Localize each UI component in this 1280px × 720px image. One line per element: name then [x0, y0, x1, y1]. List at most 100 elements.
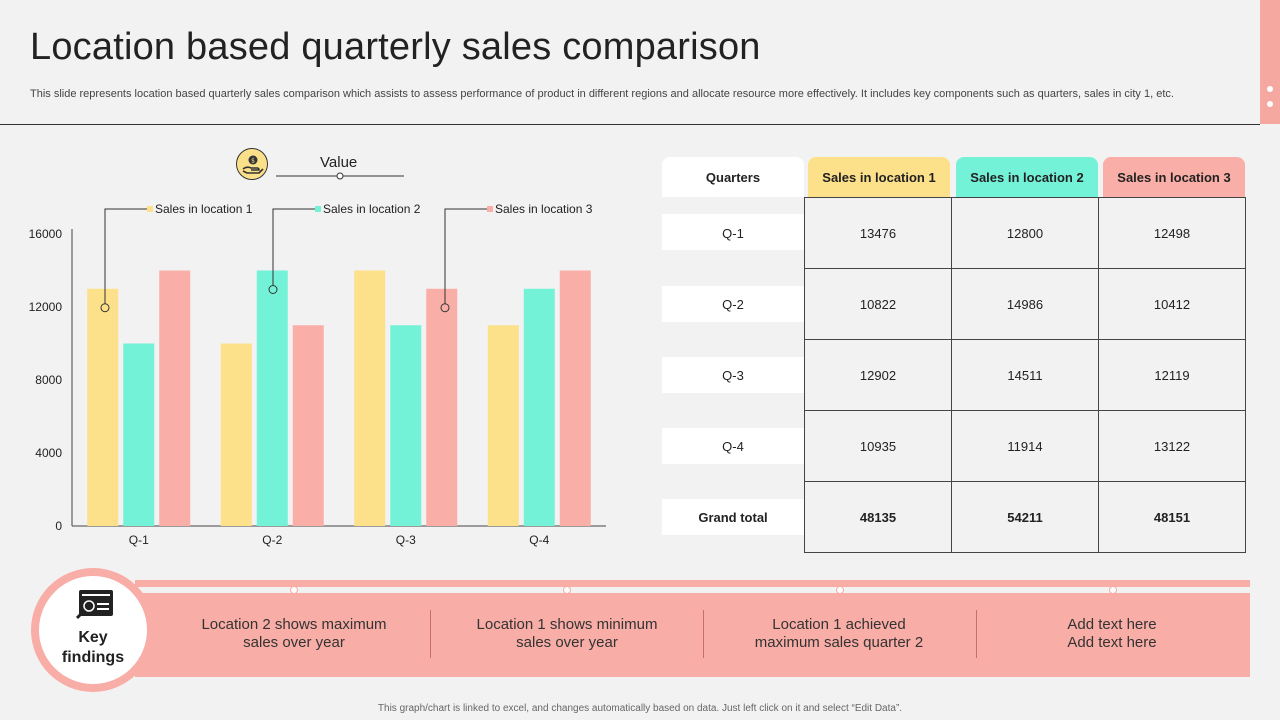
bar-q-3-series-2 [390, 325, 422, 526]
bar-q-1-series-2 [123, 343, 155, 526]
legend-callout-line [272, 208, 315, 290]
finding-2-line2: sales over year [516, 634, 618, 651]
sales-bar-chart: 0 4000 8000 12000 16000 Q-1 Q-2 Q-3 Q-4 Sales in … [29, 172, 606, 547]
finding-1-line1: Location 2 shows maximum [201, 616, 387, 633]
key-findings-label-line2: findings [61, 649, 125, 666]
table-header-quarters: Quarters [662, 157, 804, 197]
legend-callout-marker [100, 303, 110, 313]
finding-3-line2: maximum sales quarter 2 [754, 634, 924, 651]
page-subtitle: This slide represents location based qua… [30, 88, 1174, 100]
table-cell: 48151 [1099, 482, 1246, 553]
table-cell: 10822 [804, 269, 952, 340]
table-cell: 48135 [804, 482, 952, 553]
finding-4-line1: Add text here [1067, 616, 1157, 633]
finding-4-line2: Add text here [1067, 634, 1157, 651]
table-row: Q-2 10822 14986 10412 [662, 269, 1246, 340]
table-row: Q-4 10935 11914 13122 [662, 411, 1246, 482]
table-cell: 14511 [952, 340, 1099, 411]
page-title: Location based quarterly sales compariso… [30, 26, 761, 68]
money-hand-icon: $ [236, 148, 268, 180]
legend-callout-line [444, 208, 487, 308]
finding-1: Location 2 shows maximum sales over year [169, 616, 419, 652]
table-row-label: Q-4 [662, 411, 804, 482]
table-row: Q-3 12902 14511 12119 [662, 340, 1246, 411]
table-row: Grand total 48135 54211 48151 [662, 482, 1246, 553]
table-header-location-1: Sales in location 1 [808, 157, 950, 197]
table-cell: 12498 [1099, 197, 1246, 269]
sales-table: Quarters Sales in location 1 Sales in lo… [662, 157, 1246, 553]
y-tick-label: 12000 [29, 300, 63, 314]
table-row: Q-1 13476 12800 12498 [662, 197, 1246, 269]
bar-q-4-series-2 [523, 288, 555, 526]
legend-label: Sales in location 3 [495, 202, 593, 216]
y-tick-label: 16000 [29, 227, 63, 241]
bar-q-4-series-1 [487, 325, 519, 526]
strip-dot [1267, 101, 1273, 107]
bar-q-3-series-3 [426, 288, 458, 526]
legend-callout-marker [440, 303, 450, 313]
header-divider [0, 124, 1260, 125]
key-findings-label: Key findings [39, 628, 147, 668]
x-tick-label: Q-1 [129, 533, 149, 547]
table-cell: 10935 [804, 411, 952, 482]
table-cell: 11914 [952, 411, 1099, 482]
findings-dot [836, 586, 844, 594]
right-accent-strip [1260, 0, 1280, 124]
chart-header-underline-marker [336, 172, 344, 180]
legend-callout-marker [268, 285, 278, 294]
bar-q-1-series-3 [159, 270, 191, 526]
x-tick-label: Q-2 [262, 533, 282, 547]
footnote: This graph/chart is linked to excel, and… [377, 703, 903, 714]
bar-q-1-series-1 [87, 288, 119, 526]
strip-dot [1267, 86, 1273, 92]
y-tick-label: 8000 [35, 373, 62, 387]
legend-swatch [487, 206, 493, 212]
table-header-location-2: Sales in location 2 [956, 157, 1098, 197]
finding-1-line2: sales over year [243, 634, 345, 651]
y-tick-label: 4000 [35, 446, 62, 460]
y-tick-label: 0 [55, 519, 62, 533]
table-row-label: Q-2 [662, 269, 804, 340]
table-row-label: Q-3 [662, 340, 804, 411]
finding-2-line1: Location 1 shows minimum [476, 616, 658, 633]
bar-q-2-series-2 [256, 270, 288, 526]
legend-swatch [147, 206, 153, 212]
legend-swatch [315, 206, 321, 212]
finding-3: Location 1 achieved maximum sales quarte… [714, 616, 964, 652]
x-tick-label: Q-4 [529, 533, 549, 547]
legend-label: Sales in location 2 [323, 202, 421, 216]
bar-q-2-series-3 [292, 325, 324, 526]
table-cell: 12119 [1099, 340, 1246, 411]
bar-q-3-series-1 [354, 270, 386, 526]
table-header-location-3: Sales in location 3 [1103, 157, 1245, 197]
table-cell: 12800 [952, 197, 1099, 269]
findings-dot [290, 586, 298, 594]
findings-separator [976, 610, 977, 658]
table-cell: 10412 [1099, 269, 1246, 340]
findings-dot [1109, 586, 1117, 594]
analytics-search-icon [75, 590, 113, 620]
findings-top-bar [135, 580, 1250, 587]
key-findings-label-line1: Key [78, 629, 108, 646]
findings-band [135, 593, 1250, 677]
table-cell: 12902 [804, 340, 952, 411]
table-row-label: Q-1 [662, 197, 804, 269]
finding-4: Add text here Add text here [987, 616, 1237, 652]
table-cell: 13122 [1099, 411, 1246, 482]
key-findings-badge-inner [39, 576, 147, 684]
findings-dot [563, 586, 571, 594]
findings-separator [703, 610, 704, 658]
x-tick-label: Q-3 [396, 533, 416, 547]
table-header-row: Quarters Sales in location 1 Sales in lo… [662, 157, 1246, 197]
table-cell: 13476 [804, 197, 952, 269]
bar-q-4-series-3 [559, 270, 591, 526]
svg-text:$: $ [251, 158, 255, 165]
legend-label: Sales in location 1 [155, 202, 253, 216]
legend-callout-line [104, 208, 147, 308]
table-cell: 14986 [952, 269, 1099, 340]
chart-header-label: Value [320, 154, 358, 171]
finding-3-line1: Location 1 achieved [772, 616, 906, 633]
table-cell: 54211 [952, 482, 1099, 553]
findings-separator [430, 610, 431, 658]
bar-q-2-series-1 [220, 343, 252, 526]
